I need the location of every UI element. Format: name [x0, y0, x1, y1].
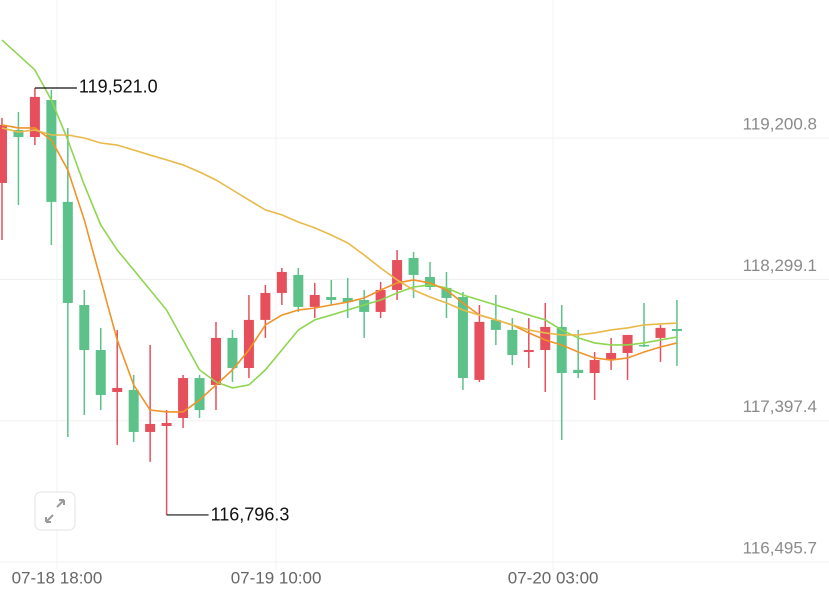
y-tick-label: 116,495.7: [743, 539, 817, 558]
candle-body: [145, 423, 156, 432]
y-tick-label: 117,397.4: [743, 397, 817, 416]
y-tick-label: 119,200.8: [743, 115, 817, 134]
candle-body: [243, 319, 254, 369]
y-tick-label: 118,299.1: [743, 256, 817, 275]
candle-body: [523, 349, 534, 353]
annotation-label: 116,796.3: [211, 505, 290, 525]
candle-body: [326, 297, 337, 301]
moving-average-line: [1, 39, 678, 389]
expand-button[interactable]: [34, 491, 76, 531]
candle-body: [408, 258, 419, 275]
candle-body: [178, 378, 189, 418]
candle-body: [161, 423, 172, 426]
x-tick-label: 07-18 18:00: [12, 568, 103, 587]
candle-body: [639, 344, 650, 347]
candle-body: [309, 294, 320, 307]
x-tick-label: 07-20 03:00: [508, 568, 599, 587]
candle-body: [671, 328, 682, 332]
candle-body: [62, 201, 73, 303]
candle-body: [507, 329, 518, 356]
candle-body: [474, 321, 485, 380]
candle-body: [29, 96, 40, 138]
candle-body: [46, 100, 57, 202]
candle-body: [490, 319, 501, 330]
candle-body: [425, 276, 436, 287]
candle-body: [573, 369, 584, 374]
candle-body: [655, 327, 666, 338]
moving-average-line: [1, 124, 678, 413]
annotation-label: 119,521.0: [79, 77, 158, 97]
expand-button-frame[interactable]: [34, 491, 76, 531]
candle-body: [13, 129, 24, 138]
x-tick-label: 07-19 10:00: [231, 568, 322, 587]
candle-body: [359, 300, 370, 312]
candle-body: [589, 360, 600, 374]
candle-body: [194, 378, 205, 411]
candle-body: [227, 337, 238, 369]
candle-body: [79, 305, 90, 350]
candle-body: [276, 271, 287, 293]
candle-body: [457, 297, 468, 379]
candle-body: [128, 389, 139, 432]
candle-body: [441, 287, 452, 298]
candle-body: [210, 337, 221, 385]
candle-body: [342, 297, 353, 303]
expand-icon[interactable]: [45, 499, 65, 523]
candle-body: [112, 387, 123, 392]
candle-body: [95, 349, 106, 395]
candle-body: [392, 260, 403, 290]
candle-body: [375, 289, 386, 312]
candle-body: [606, 352, 617, 361]
candle-body: [293, 274, 304, 307]
candle-body: [556, 326, 567, 374]
candle-body: [0, 124, 7, 183]
candle-body: [540, 326, 551, 350]
moving-average-line: [1, 127, 677, 336]
candle-body: [622, 334, 633, 353]
candle-body: [260, 292, 271, 320]
